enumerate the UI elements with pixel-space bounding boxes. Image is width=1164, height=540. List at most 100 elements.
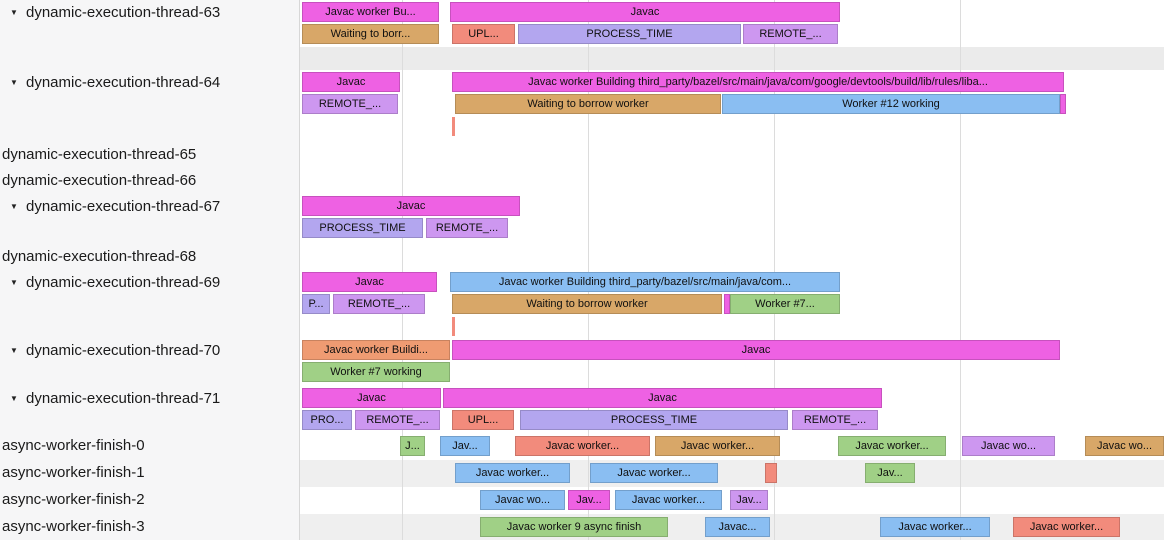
trace-event-slice[interactable]: REMOTE_...: [355, 410, 440, 430]
collapse-arrow-icon[interactable]: ▼: [10, 78, 18, 87]
track-row: dynamic-execution-thread-65: [0, 142, 1164, 168]
trace-event-slice[interactable]: Javac wo...: [480, 490, 565, 510]
trace-event-sliver[interactable]: [724, 294, 730, 314]
track-sidebar-cell[interactable]: ▼ dynamic-execution-thread-63: [0, 0, 300, 47]
collapse-arrow-icon[interactable]: ▼: [10, 278, 18, 287]
track-label[interactable]: async-worker-finish-3: [2, 518, 145, 535]
track-sidebar-cell[interactable]: async-worker-finish-2: [0, 487, 300, 514]
track-sidebar-cell[interactable]: dynamic-execution-thread-68: [0, 244, 300, 270]
track-sidebar-cell[interactable]: ▼ dynamic-execution-thread-69: [0, 270, 300, 317]
trace-event-slice[interactable]: Worker #7 working: [302, 362, 450, 382]
track-label[interactable]: async-worker-finish-1: [2, 464, 145, 481]
trace-event-slice[interactable]: Javac worker...: [455, 463, 570, 483]
trace-event-slice[interactable]: Jav...: [568, 490, 610, 510]
trace-event-slice[interactable]: Javac worker 9 async finish: [480, 517, 668, 537]
gridline: [774, 168, 775, 194]
gridline: [402, 142, 403, 168]
trace-event-slice[interactable]: Jav...: [440, 436, 490, 456]
trace-event-slice[interactable]: Javac worker Building third_party/bazel/…: [450, 272, 840, 292]
trace-event-slice[interactable]: Javac: [302, 272, 437, 292]
trace-event-slice[interactable]: Javac worker...: [515, 436, 650, 456]
track-sidebar-cell: [0, 47, 300, 70]
trace-event-slice[interactable]: REMOTE_...: [302, 94, 398, 114]
trace-event-slice[interactable]: Javac: [450, 2, 840, 22]
trace-event-sliver[interactable]: [1060, 94, 1066, 114]
gridline: [960, 168, 961, 194]
track-sidebar-cell[interactable]: dynamic-execution-thread-65: [0, 142, 300, 168]
trace-event-sliver[interactable]: [452, 317, 455, 336]
trace-event-slice[interactable]: REMOTE_...: [426, 218, 508, 238]
track-sidebar-cell[interactable]: async-worker-finish-0: [0, 433, 300, 460]
track-label[interactable]: dynamic-execution-thread-66: [2, 172, 197, 189]
trace-event-slice[interactable]: Javac: [302, 72, 400, 92]
trace-event-slice[interactable]: Worker #12 working: [722, 94, 1060, 114]
gridline: [402, 514, 403, 540]
trace-event-slice[interactable]: Javac...: [705, 517, 770, 537]
trace-event-slice[interactable]: UPL...: [452, 24, 515, 44]
track-sidebar-cell[interactable]: ▼ dynamic-execution-thread-64: [0, 70, 300, 117]
trace-event-slice[interactable]: Waiting to borrow worker: [455, 94, 721, 114]
collapse-arrow-icon[interactable]: ▼: [10, 346, 18, 355]
track-sidebar-cell[interactable]: ▼ dynamic-execution-thread-67: [0, 194, 300, 244]
collapse-arrow-icon[interactable]: ▼: [10, 202, 18, 211]
trace-event-slice[interactable]: Waiting to borrow worker: [452, 294, 722, 314]
gridline: [774, 0, 775, 47]
track-label[interactable]: dynamic-execution-thread-69: [26, 274, 221, 291]
trace-event-slice[interactable]: Javac worker Buildi...: [302, 340, 450, 360]
track-tick-row: [0, 117, 1164, 142]
track-sidebar-cell[interactable]: async-worker-finish-1: [0, 460, 300, 487]
trace-event-slice[interactable]: Javac: [443, 388, 882, 408]
trace-event-slice[interactable]: Javac: [302, 388, 441, 408]
collapse-arrow-icon[interactable]: ▼: [10, 394, 18, 403]
trace-event-slice[interactable]: PROCESS_TIME: [520, 410, 788, 430]
trace-event-slice[interactable]: Javac worker Bu...: [302, 2, 439, 22]
gridline: [960, 194, 961, 244]
trace-event-slice[interactable]: REMOTE_...: [333, 294, 425, 314]
gridline: [960, 142, 961, 168]
trace-event-slice[interactable]: Jav...: [730, 490, 768, 510]
trace-event-slice[interactable]: Javac: [452, 340, 1060, 360]
track-sidebar-cell[interactable]: async-worker-finish-3: [0, 514, 300, 540]
track-label[interactable]: dynamic-execution-thread-65: [2, 146, 197, 163]
track-sidebar-cell[interactable]: ▼ dynamic-execution-thread-71: [0, 386, 300, 433]
trace-event-slice[interactable]: Jav...: [865, 463, 915, 483]
track-label[interactable]: async-worker-finish-2: [2, 491, 145, 508]
trace-event-slice[interactable]: Waiting to borr...: [302, 24, 439, 44]
trace-event-slice[interactable]: J...: [400, 436, 425, 456]
track-label[interactable]: dynamic-execution-thread-70: [26, 342, 221, 359]
trace-event-sliver[interactable]: [765, 463, 777, 483]
trace-event-slice[interactable]: Javac worker...: [880, 517, 990, 537]
trace-event-slice[interactable]: Javac worker...: [655, 436, 780, 456]
trace-event-slice[interactable]: PROCESS_TIME: [302, 218, 423, 238]
track-label[interactable]: dynamic-execution-thread-67: [26, 198, 221, 215]
trace-event-slice[interactable]: Javac worker...: [838, 436, 946, 456]
gridline: [588, 244, 589, 270]
track-sidebar-cell[interactable]: ▼ dynamic-execution-thread-70: [0, 338, 300, 386]
track-label[interactable]: async-worker-finish-0: [2, 437, 145, 454]
track-label[interactable]: dynamic-execution-thread-63: [26, 4, 221, 21]
trace-event-slice[interactable]: REMOTE_...: [792, 410, 878, 430]
gridline: [960, 317, 961, 338]
track-lane: J... Jav... Javac worker... Javac worker...…: [300, 433, 1164, 460]
trace-event-slice[interactable]: PROCESS_TIME: [518, 24, 741, 44]
trace-event-slice[interactable]: Javac worker Building third_party/bazel/…: [452, 72, 1064, 92]
track-label[interactable]: dynamic-execution-thread-64: [26, 74, 221, 91]
trace-event-slice[interactable]: Javac wo...: [1085, 436, 1164, 456]
trace-event-slice[interactable]: P...: [302, 294, 330, 314]
track-sidebar-cell[interactable]: dynamic-execution-thread-66: [0, 168, 300, 194]
track-row: ▼ dynamic-execution-thread-63 Javac worker…: [0, 0, 1164, 47]
trace-event-slice[interactable]: UPL...: [452, 410, 514, 430]
trace-event-slice[interactable]: Javac worker...: [615, 490, 722, 510]
trace-event-slice[interactable]: Javac: [302, 196, 520, 216]
trace-event-sliver[interactable]: [452, 117, 455, 136]
gridline: [588, 194, 589, 244]
track-label[interactable]: dynamic-execution-thread-68: [2, 248, 197, 265]
track-label[interactable]: dynamic-execution-thread-71: [26, 390, 221, 407]
trace-event-slice[interactable]: Worker #7...: [730, 294, 840, 314]
trace-event-slice[interactable]: Javac worker...: [1013, 517, 1120, 537]
collapse-arrow-icon[interactable]: ▼: [10, 8, 18, 17]
trace-event-slice[interactable]: PRO...: [302, 410, 352, 430]
trace-event-slice[interactable]: Javac worker...: [590, 463, 718, 483]
trace-event-slice[interactable]: REMOTE_...: [743, 24, 838, 44]
trace-event-slice[interactable]: Javac wo...: [962, 436, 1055, 456]
